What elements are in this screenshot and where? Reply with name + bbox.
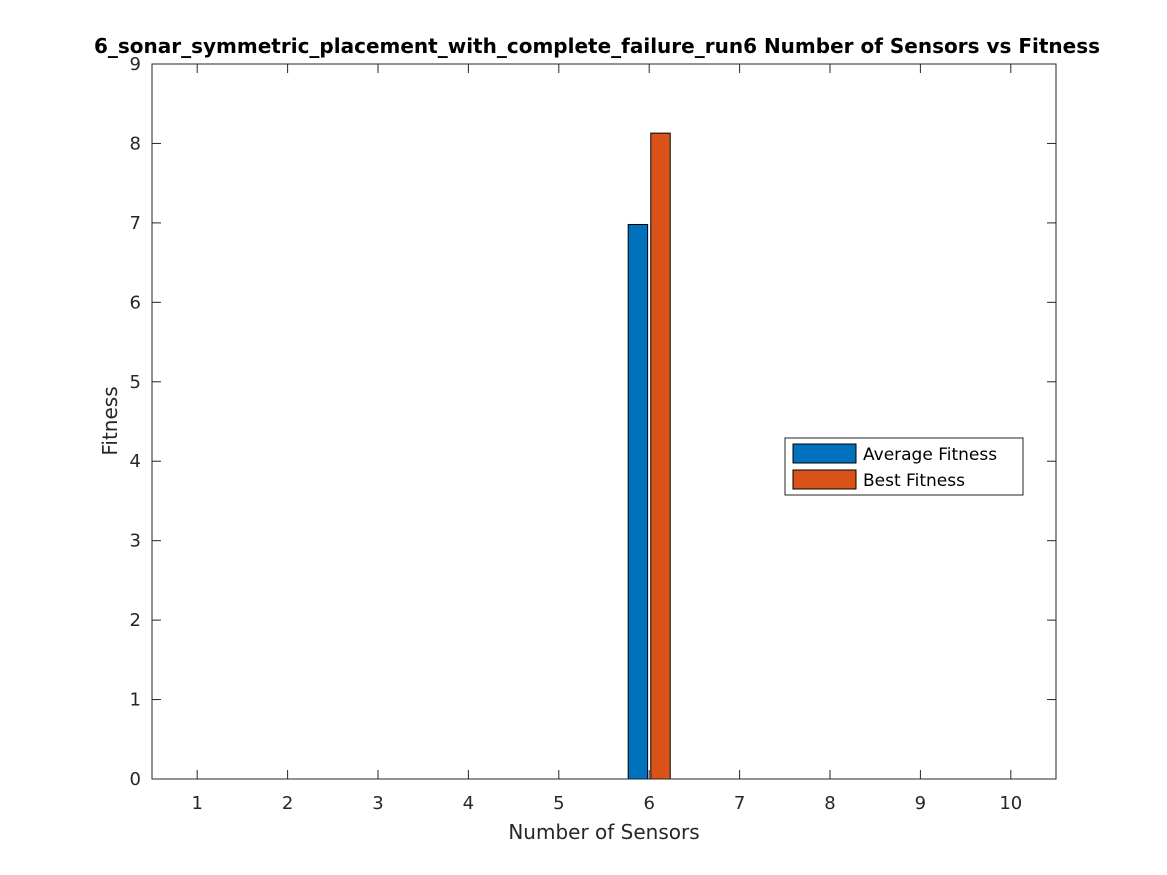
y-tick-label-6: 6: [130, 292, 141, 313]
x-tick-label-7: 7: [734, 793, 745, 814]
bar-average-fitness-6: [627, 223, 649, 780]
y-tick-label-3: 3: [130, 531, 141, 552]
y-tick-label-7: 7: [130, 213, 141, 234]
y-tick-label-1: 1: [130, 690, 141, 711]
y-tick-label-0: 0: [130, 769, 141, 790]
bars-layer: [627, 132, 671, 780]
bar-best-fitness-6: [650, 132, 671, 780]
y-axis-label: Fitness: [98, 386, 122, 455]
x-tick-label-3: 3: [372, 793, 383, 814]
y-tick-label-9: 9: [130, 54, 141, 75]
legend-label-average-fitness: Average Fitness: [863, 445, 997, 465]
x-axis-label: Number of Sensors: [508, 820, 699, 844]
tick-labels-layer: 1 2 3 4 5 6 7 8 9 10 0 1 2 3 4 5 6 7 8 9: [130, 54, 1023, 814]
plot-frame: [151, 63, 1057, 780]
x-tick-label-1: 1: [191, 793, 202, 814]
legend-label-best-fitness: Best Fitness: [863, 471, 965, 491]
x-tick-label-5: 5: [553, 793, 564, 814]
y-tick-label-5: 5: [130, 372, 141, 393]
x-tick-label-8: 8: [824, 793, 835, 814]
x-tick-label-2: 2: [282, 793, 293, 814]
plot-area: [152, 64, 1056, 779]
legend-swatch-best-fitness: [792, 469, 857, 490]
legend: Average Fitness Best Fitness: [784, 437, 1024, 496]
x-tick-label-9: 9: [915, 793, 926, 814]
legend-swatch-average-fitness: [792, 443, 857, 464]
y-tick-label-4: 4: [130, 451, 141, 472]
y-tick-label-2: 2: [130, 610, 141, 631]
chart-title: 6_sonar_symmetric_placement_with_complet…: [94, 34, 1100, 58]
x-tick-label-10: 10: [999, 793, 1022, 814]
y-tick-label-8: 8: [130, 133, 141, 154]
x-tick-label-4: 4: [463, 793, 474, 814]
x-tick-label-6: 6: [643, 793, 654, 814]
ticks-layer: [152, 63, 1056, 780]
